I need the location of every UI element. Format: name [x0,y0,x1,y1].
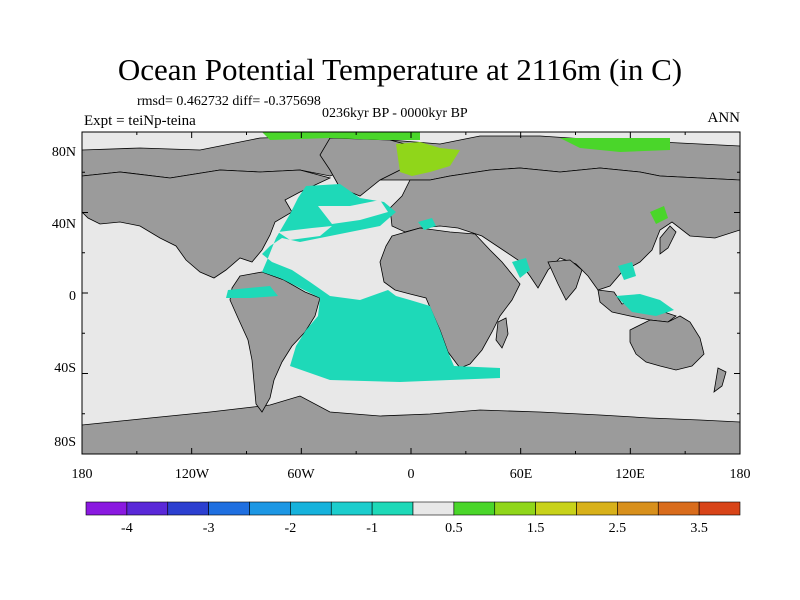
australia-land [629,315,705,371]
colorbar-swatch [617,501,659,516]
colorbar-swatch [657,501,700,516]
colorbar-label: -3 [203,521,215,536]
north-america-land [82,169,332,279]
colorbar-swatch [85,501,128,516]
north-atlantic-neutral [318,200,388,224]
period-label: 0236kyr BP - 0000kyr BP [322,106,468,121]
colorbar-swatch [167,501,209,516]
lon-label-0: 0 [408,467,415,482]
colorbar-swatch [208,501,250,516]
lon-label-60w: 60W [287,467,315,482]
lat-label-80s: 80S [54,435,76,450]
indian-ocean-cool-patch [512,258,530,278]
map-field [82,132,740,454]
lat-label-80n: 80N [52,145,76,160]
india-land [547,259,583,301]
lat-label-0: 0 [69,289,76,304]
north-atlantic-neutral-strip [278,226,332,240]
colorbar-swatch [494,501,536,516]
plot-title: Ocean Potential Temperature at 2116m (in… [117,52,683,87]
lon-label-120e: 120E [615,467,645,482]
new-zealand-land [713,367,727,393]
colorbar-label: 3.5 [690,521,708,536]
colorbar-swatch [249,501,291,516]
colorbar-label: 1.5 [527,521,545,536]
colorbar-swatch [576,501,618,516]
japan-sea-warm [650,206,668,224]
lon-label-120w: 120W [175,467,210,482]
lat-label-40n: 40N [52,217,76,232]
indonesia-cool-patch [616,294,674,316]
west-pacific-cool-patch [618,262,636,280]
season-label: ANN [707,110,741,126]
antarctica-land [82,395,740,454]
colorbar-label: 2.5 [609,521,627,536]
colorbar-label: -2 [285,521,297,536]
africa-land [379,227,521,369]
colorbar-label: 0.5 [445,521,463,536]
siberian-warm-anomaly [560,138,670,152]
eurasia-land [389,167,740,291]
colorbar-swatch [453,501,496,516]
pacific-cool-tongue [226,286,278,298]
colorbar-swatch [698,501,741,516]
lon-label-180e: 180 [730,467,751,482]
madagascar-land [495,317,509,349]
experiment-label: Expt = teiNp-teina [84,113,196,129]
colorbar-swatch [371,501,414,516]
colorbar: -4 -3 -2 -1 0.5 1.5 2.5 3.5 [85,501,741,536]
stats-line: rmsd= 0.462732 diff= -0.375698 [137,94,321,109]
colorbar-label: -1 [366,521,378,536]
lon-label-60e: 60E [510,467,533,482]
barents-warm-anomaly [396,142,460,176]
mediterranean-cool [418,218,436,230]
colorbar-swatch [535,501,577,516]
japan-land [659,225,677,255]
colorbar-swatch [412,501,455,516]
south-america-land [229,271,321,413]
colorbar-swatch [126,501,169,516]
colorbar-label: -4 [121,521,133,536]
lat-label-40s: 40S [54,361,76,376]
lon-label-180w: 180 [72,467,93,482]
colorbar-swatch [330,501,373,516]
colorbar-swatch [290,501,332,516]
axis-ticks [81,131,741,455]
